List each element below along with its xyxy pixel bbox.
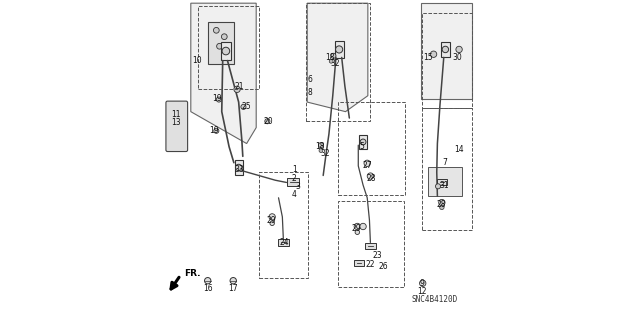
Bar (306, 3, 371, 121)
Bar (441, 42, 449, 57)
Circle shape (230, 278, 236, 284)
Text: 26: 26 (379, 262, 388, 271)
Circle shape (440, 205, 444, 210)
Circle shape (329, 59, 333, 63)
Polygon shape (307, 3, 368, 112)
Bar (209, 22, 234, 64)
Bar (198, 6, 259, 89)
Bar (335, 41, 344, 58)
Circle shape (319, 143, 323, 148)
Bar (359, 135, 367, 149)
Text: FR.: FR. (184, 269, 201, 278)
Text: 24: 24 (280, 238, 289, 247)
Circle shape (420, 280, 426, 286)
Text: 6: 6 (307, 75, 312, 84)
Circle shape (456, 46, 462, 53)
Bar (428, 167, 462, 196)
Bar (287, 178, 300, 186)
Text: 32: 32 (330, 59, 340, 68)
Text: 10: 10 (193, 56, 202, 65)
Circle shape (442, 46, 449, 53)
Circle shape (331, 53, 336, 58)
Text: 18: 18 (326, 53, 335, 62)
Bar (278, 239, 289, 246)
Circle shape (360, 139, 366, 145)
Circle shape (430, 51, 436, 57)
Text: 29: 29 (267, 216, 276, 225)
Text: 7: 7 (442, 158, 447, 167)
Polygon shape (422, 3, 472, 99)
Text: 14: 14 (454, 145, 463, 154)
Bar (337, 102, 406, 195)
Circle shape (367, 173, 374, 179)
Text: 3: 3 (295, 182, 300, 191)
Text: 15: 15 (424, 53, 433, 62)
Text: 12: 12 (417, 287, 427, 296)
Text: 29: 29 (352, 224, 362, 233)
Text: 20: 20 (264, 117, 273, 126)
Text: 33: 33 (235, 165, 244, 174)
Circle shape (270, 221, 275, 226)
Text: 32: 32 (320, 149, 330, 158)
Text: 23: 23 (372, 251, 382, 260)
FancyBboxPatch shape (166, 101, 188, 152)
Text: 13: 13 (171, 118, 180, 127)
Text: 8: 8 (307, 88, 312, 97)
Text: 21: 21 (235, 82, 244, 91)
Circle shape (214, 128, 219, 133)
Circle shape (319, 149, 323, 152)
Circle shape (217, 43, 222, 49)
Text: 28: 28 (366, 174, 376, 183)
Bar (337, 201, 404, 287)
Text: 19: 19 (209, 126, 219, 135)
Text: 5: 5 (359, 142, 364, 151)
Bar (422, 108, 472, 230)
Text: 31: 31 (439, 181, 449, 189)
Text: 4: 4 (291, 190, 296, 199)
Circle shape (335, 46, 342, 53)
Circle shape (222, 47, 230, 55)
Circle shape (435, 184, 440, 189)
Text: 27: 27 (362, 161, 372, 170)
Text: 18: 18 (316, 142, 324, 151)
Text: SNC4B4120D: SNC4B4120D (411, 295, 458, 304)
Bar (234, 160, 243, 175)
Bar (259, 172, 308, 278)
Circle shape (364, 160, 371, 167)
Text: 1: 1 (292, 165, 297, 174)
Circle shape (221, 34, 227, 40)
Circle shape (234, 86, 240, 93)
Text: 17: 17 (228, 284, 238, 293)
Text: 19: 19 (212, 94, 222, 103)
Circle shape (438, 199, 445, 206)
Text: 30: 30 (452, 53, 462, 62)
Text: 2: 2 (291, 174, 296, 183)
Bar (365, 243, 376, 249)
Bar (437, 179, 447, 185)
Circle shape (355, 230, 360, 234)
Text: 9: 9 (420, 279, 424, 288)
Circle shape (269, 214, 275, 220)
Bar (422, 13, 472, 108)
Circle shape (214, 27, 219, 33)
Text: 28: 28 (436, 200, 446, 209)
Text: 16: 16 (203, 284, 212, 293)
Circle shape (265, 119, 270, 124)
Circle shape (205, 278, 211, 284)
Bar (354, 260, 364, 266)
Circle shape (241, 104, 246, 109)
Bar (221, 42, 231, 60)
Text: 22: 22 (365, 260, 375, 269)
Text: 25: 25 (241, 102, 251, 111)
Circle shape (216, 97, 221, 102)
Circle shape (354, 223, 360, 230)
Text: 11: 11 (171, 110, 180, 119)
Polygon shape (191, 3, 256, 144)
Circle shape (360, 223, 366, 230)
Circle shape (236, 164, 242, 171)
